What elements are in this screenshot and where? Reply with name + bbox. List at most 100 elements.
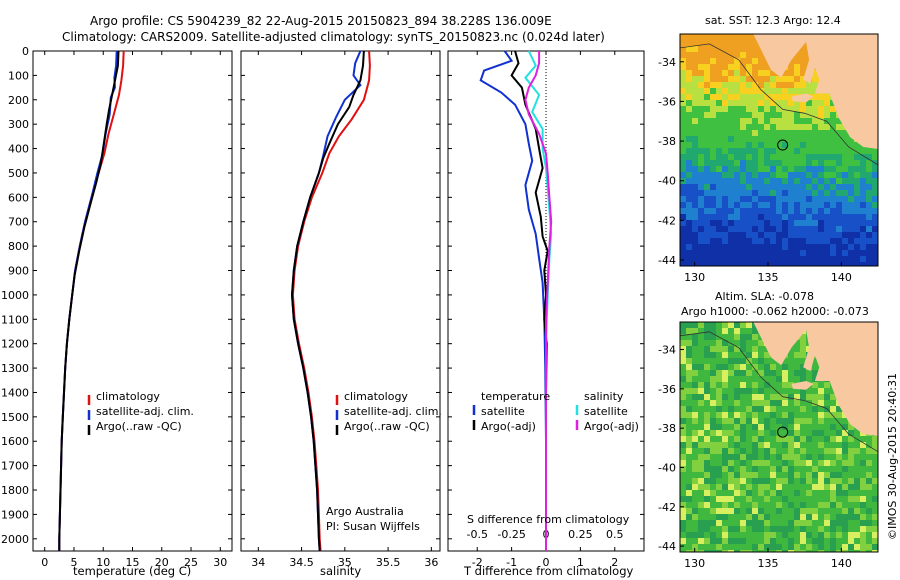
map-cell: [872, 148, 878, 155]
map-cell: [854, 496, 861, 503]
map-cell: [872, 256, 878, 263]
map-cell: [800, 196, 807, 203]
map-cell: [818, 394, 825, 401]
map-cell: [788, 244, 795, 251]
map-cell: [734, 526, 741, 533]
map-cell: [830, 460, 837, 467]
map-cell: [848, 448, 855, 455]
map-cell: [872, 544, 878, 551]
map-cell: [824, 484, 831, 491]
map-cell: [770, 130, 777, 137]
map-cell: [806, 226, 813, 233]
map-cell: [752, 328, 759, 335]
lat-tick-label: -36: [658, 95, 676, 108]
map-cell: [692, 46, 699, 53]
map-cell: [842, 460, 849, 467]
map-cell: [710, 406, 717, 413]
map-cell: [680, 184, 687, 191]
map-cell: [824, 424, 831, 431]
map-cell: [722, 484, 729, 491]
map-cell: [764, 166, 771, 173]
map-cell: [818, 106, 825, 113]
map-cell: [836, 190, 843, 197]
map-cell: [800, 58, 807, 65]
map-cell: [758, 484, 765, 491]
map-cell: [716, 220, 723, 227]
map-cell: [788, 436, 795, 443]
map-cell: [794, 460, 801, 467]
map-cell: [686, 472, 693, 479]
map-cell: [842, 262, 849, 266]
map-cell: [710, 478, 717, 485]
map-cell: [722, 220, 729, 227]
map-cell: [818, 484, 825, 491]
map-cell: [770, 490, 777, 497]
x-tick-label: 5: [70, 556, 77, 569]
map-cell: [704, 124, 711, 131]
map-cell: [764, 550, 771, 552]
map-cell: [806, 154, 813, 161]
map-cell: [764, 262, 771, 266]
map-cell: [818, 160, 825, 167]
map-cell: [776, 196, 783, 203]
map-cell: [746, 136, 753, 143]
map-cell: [788, 88, 795, 95]
map-cell: [860, 208, 867, 215]
map-cell: [764, 544, 771, 551]
map-cell: [770, 154, 777, 161]
map-cell: [782, 370, 789, 377]
map-cell: [710, 262, 717, 266]
map-cell: [752, 184, 759, 191]
map-cell: [680, 82, 687, 89]
map-cell: [758, 388, 765, 395]
map-cell: [746, 520, 753, 527]
map-cell: [734, 466, 741, 473]
sst-map: 130 135 140-34-36-38-40-42-44: [658, 33, 879, 284]
map-cell: [836, 460, 843, 467]
map-cell: [728, 166, 735, 173]
map-cell: [746, 406, 753, 413]
map-cell: [800, 172, 807, 179]
map-cell: [818, 544, 825, 551]
sla-map-title-line1: Altim. SLA: -0.078: [715, 290, 815, 303]
map-cell: [824, 106, 831, 113]
map-cell: [698, 46, 705, 53]
map-cell: [704, 52, 711, 59]
map-cell: [758, 100, 765, 107]
map-cell: [686, 262, 693, 266]
map-cell: [824, 160, 831, 167]
map-cell: [704, 196, 711, 203]
map-cell: [794, 358, 801, 365]
map-cell: [722, 58, 729, 65]
map-cell: [872, 208, 878, 215]
map-cell: [728, 550, 735, 552]
map-cell: [788, 190, 795, 197]
map-cell: [776, 430, 783, 437]
map-cell: [806, 178, 813, 185]
map-cell: [722, 256, 729, 263]
map-cell: [794, 532, 801, 539]
map-cell: [824, 532, 831, 539]
map-cell: [842, 514, 849, 521]
lon-tick-label: 130: [684, 271, 705, 284]
map-cell: [740, 460, 747, 467]
map-cell: [872, 232, 878, 239]
map-cell: [752, 94, 759, 101]
map-cell: [686, 334, 693, 341]
map-cell: [728, 442, 735, 449]
map-cell: [818, 238, 825, 245]
map-cell: [770, 148, 777, 155]
plot-title-line2: Climatology: CARS2009. Satellite-adjuste…: [62, 30, 605, 44]
map-cell: [746, 262, 753, 266]
map-cell: [752, 112, 759, 119]
map-cell: [722, 412, 729, 419]
map-cell: [800, 370, 807, 377]
map-cell: [800, 106, 807, 113]
map-cell: [698, 202, 705, 209]
map-cell: [716, 394, 723, 401]
map-cell: [740, 196, 747, 203]
map-cell: [818, 406, 825, 413]
map-cell: [866, 244, 873, 251]
map-cell: [680, 58, 687, 65]
map-cell: [770, 430, 777, 437]
